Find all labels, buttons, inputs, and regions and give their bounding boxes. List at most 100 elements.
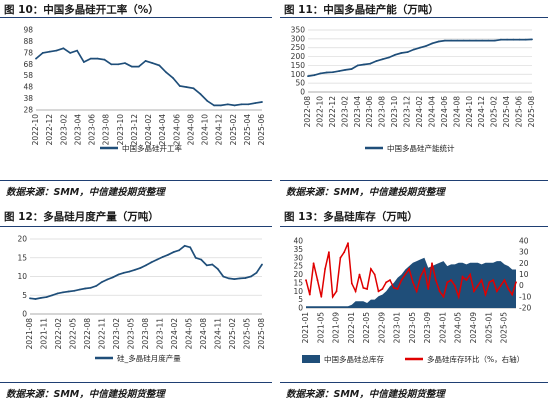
x-tick-label: 2022-12 bbox=[328, 96, 337, 128]
data-point bbox=[213, 104, 216, 107]
data-point bbox=[366, 288, 368, 290]
x-tick-label: 2022-08 bbox=[303, 96, 312, 128]
data-point bbox=[381, 288, 384, 290]
data-point bbox=[531, 38, 533, 41]
data-point bbox=[83, 61, 85, 63]
data-point bbox=[117, 273, 120, 276]
data-point bbox=[67, 290, 70, 293]
data-point bbox=[117, 63, 120, 66]
data-point bbox=[339, 256, 342, 259]
x-tick-label: 2024-08 bbox=[186, 114, 195, 146]
data-point bbox=[73, 289, 76, 292]
data-point bbox=[239, 277, 241, 280]
x-tick-label: 2023-08 bbox=[102, 114, 111, 146]
x-tick-label: 2022-11 bbox=[98, 318, 107, 350]
y-tick-label: -10 bbox=[519, 292, 531, 301]
x-tick-label: 2025-02 bbox=[228, 318, 237, 350]
data-point bbox=[145, 264, 147, 267]
series-area bbox=[306, 257, 516, 308]
x-tick-label: 2024-11 bbox=[214, 318, 223, 350]
data-point bbox=[480, 279, 483, 281]
x-tick-label: 2023-06 bbox=[88, 114, 97, 146]
data-point bbox=[408, 268, 410, 270]
data-point bbox=[255, 271, 258, 274]
data-point bbox=[412, 281, 414, 284]
data-point bbox=[356, 64, 359, 67]
data-point bbox=[308, 293, 311, 296]
y-tick-label: 20 bbox=[519, 259, 529, 268]
source-rule bbox=[0, 382, 272, 383]
x-tick-label: 2022-08 bbox=[83, 318, 92, 350]
data-point bbox=[369, 62, 372, 65]
data-point bbox=[150, 261, 153, 264]
data-point bbox=[442, 295, 445, 298]
data-point bbox=[261, 263, 263, 266]
data-point bbox=[465, 279, 468, 281]
data-point bbox=[131, 65, 133, 68]
data-point bbox=[493, 39, 496, 42]
y-tick-label: 10 bbox=[519, 270, 529, 279]
x-tick-label: 2023-02 bbox=[112, 318, 121, 350]
figure-11-panel: 图 11：中国多晶硅产能（万吨） 0 50 100 150 200 250 300 350 20… bbox=[280, 0, 550, 200]
data-point bbox=[233, 278, 236, 280]
y-tick-label: 35 bbox=[293, 245, 303, 254]
data-point bbox=[415, 290, 418, 293]
data-point bbox=[307, 75, 309, 77]
legend-label: 中国多晶硅总库存 bbox=[324, 354, 384, 364]
x-tick-label: 2022-05 bbox=[362, 312, 371, 344]
data-point bbox=[450, 279, 452, 281]
x-tick-label: 2022-12 bbox=[45, 114, 54, 146]
x-tick-label: 2023-10 bbox=[116, 114, 125, 146]
x-tick-label: 2022-02 bbox=[54, 318, 63, 350]
data-point bbox=[377, 290, 380, 293]
data-point bbox=[165, 71, 168, 74]
x-tick-label: 2025-04 bbox=[243, 114, 252, 146]
source-note: 数据来源：SMM，中信建投期货整理 bbox=[6, 389, 165, 400]
data-point bbox=[476, 284, 479, 287]
data-point bbox=[192, 87, 195, 90]
data-point bbox=[151, 62, 154, 64]
data-point bbox=[134, 268, 136, 271]
data-point bbox=[305, 279, 307, 281]
data-point bbox=[51, 294, 53, 297]
data-point bbox=[161, 256, 164, 258]
data-point bbox=[338, 70, 340, 72]
data-point bbox=[373, 273, 376, 276]
title-rule bbox=[0, 226, 272, 227]
x-tick-label: 2023-10 bbox=[390, 96, 399, 128]
data-point bbox=[55, 49, 58, 52]
x-tick-label: 2024-02 bbox=[144, 114, 153, 146]
chart-title: 图 13：多晶硅库存（万吨） bbox=[284, 211, 418, 223]
y-tick-label: 40 bbox=[519, 237, 529, 246]
data-point bbox=[84, 287, 87, 290]
y-tick-label: 15 bbox=[293, 278, 303, 287]
data-point bbox=[350, 282, 353, 285]
figure-12-panel: 图 12：多晶硅月度产量（万吨） 0 5 10 15 20 2021-08 2021-11 2… bbox=[0, 204, 276, 404]
data-point bbox=[363, 63, 365, 66]
data-point bbox=[313, 74, 316, 77]
data-point bbox=[375, 60, 378, 62]
data-point bbox=[261, 101, 263, 103]
data-point bbox=[524, 38, 527, 41]
data-point bbox=[389, 279, 391, 281]
data-point bbox=[362, 287, 365, 289]
data-point bbox=[250, 275, 252, 278]
x-tick-label: 2024-02 bbox=[415, 96, 424, 128]
x-tick-label: 2024-04 bbox=[427, 96, 436, 128]
data-point bbox=[462, 39, 465, 42]
title-rule bbox=[0, 17, 272, 18]
data-point bbox=[328, 251, 330, 254]
x-tick-label: 2024-10 bbox=[465, 96, 474, 128]
x-tick-label: 2025-02 bbox=[229, 114, 238, 146]
data-point bbox=[156, 258, 158, 261]
title-rule bbox=[280, 226, 548, 227]
data-point bbox=[78, 288, 81, 291]
x-tick-label: 2022-10 bbox=[31, 114, 40, 146]
data-point bbox=[316, 279, 319, 281]
data-point bbox=[137, 65, 140, 68]
x-tick-label: 2024-01 bbox=[438, 312, 447, 344]
data-point bbox=[343, 251, 346, 254]
data-point bbox=[40, 297, 42, 299]
data-point bbox=[319, 72, 322, 75]
